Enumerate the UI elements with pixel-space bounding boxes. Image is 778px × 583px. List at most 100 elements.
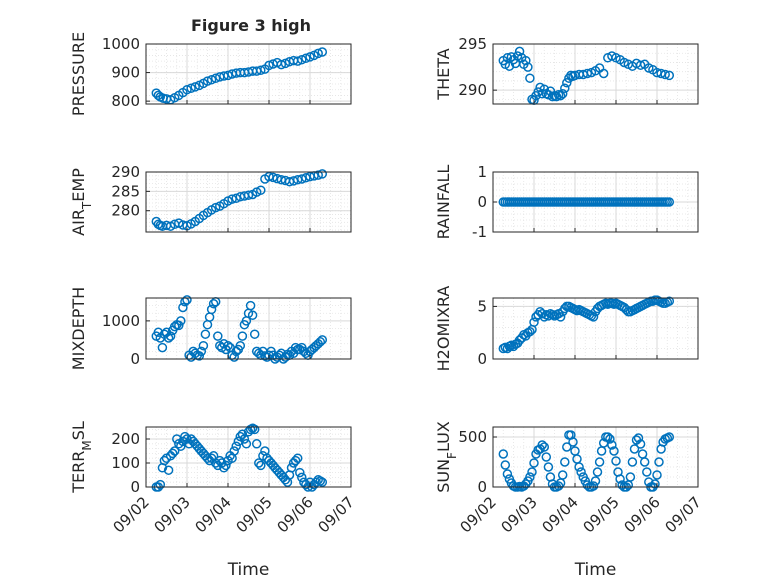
data-point [506,52,517,62]
data-point [521,55,531,66]
data-point [198,340,209,351]
axes-box [145,43,352,105]
data-point [167,448,178,459]
y-tick-label: -1 [472,223,487,241]
data-point [219,463,229,473]
data-point [182,84,192,95]
y-tick-label: 5 [477,297,487,315]
data-point [200,329,211,339]
data-point [256,460,266,471]
data-point [155,479,166,490]
data-point [611,456,621,466]
data-point [317,169,328,179]
y-axis-label: THETA [434,48,453,100]
data-point [186,83,196,94]
data-point [527,467,537,477]
data-point [568,437,578,447]
y-axis-label: PRESSURE [69,32,88,116]
data-point [180,431,190,442]
data-point [654,457,664,467]
data-point [650,479,660,489]
data-point [317,477,328,487]
data-point [625,472,636,482]
x-tick-label: 09/03 [498,493,541,536]
data-point [213,331,223,341]
x-tick-label: 09/02 [110,493,153,536]
data-point [598,68,609,79]
data-point [525,326,535,337]
data-point [254,458,264,468]
data-point [163,333,174,343]
data-point [594,457,605,467]
data-point [231,193,241,204]
data-point [555,312,566,322]
data-point [239,434,250,444]
x-tick-label: 09/03 [151,493,194,536]
data-point [635,60,646,70]
data-point [639,457,650,467]
data-point [557,470,568,480]
y-tick-label: 1000 [102,312,140,330]
data-point [311,477,321,487]
data-point [182,295,192,305]
data-point [562,78,572,88]
data-point [202,453,213,463]
data-point [313,48,323,59]
data-point [229,446,239,456]
data-point [190,82,200,92]
data-point [202,76,213,86]
data-point [243,190,254,200]
data-point [664,296,675,306]
y-tick-label: 500 [458,428,487,446]
data-point [237,429,248,439]
axes-box [492,43,699,105]
data-point [227,194,237,204]
axes-box [145,171,352,233]
data-point [221,460,231,471]
data-point [560,83,570,94]
data-point [590,476,601,486]
data-point [174,320,184,331]
data-point [247,310,258,320]
y-tick-label: 900 [111,64,140,82]
figure-title: Figure 3 high [191,16,311,35]
y-tick-label: 0 [130,350,140,368]
data-point [562,442,572,452]
data-point [176,441,186,451]
data-point [313,170,323,180]
data-point [537,89,547,99]
y-tick-label: 0 [477,478,487,496]
data-point [290,455,301,466]
data-point [609,446,619,456]
data-point [210,202,221,213]
data-point [615,474,625,484]
data-point [176,316,186,326]
axes-box [492,297,699,360]
x-axis-label: Time [574,560,617,580]
data-point [652,470,662,480]
data-point [245,300,256,311]
x-tick-label: 09/07 [315,493,358,536]
data-point [182,434,192,444]
y-tick-label: 800 [111,92,140,110]
data-point [605,434,615,444]
data-point [297,54,307,65]
y-tick-label: 290 [111,163,140,181]
data-point [194,351,205,361]
y-tick-label: 100 [111,454,140,472]
data-point [502,53,513,63]
subplot-rainfall: -1 0 1 RAINFALL [434,163,699,241]
x-tick-label: 09/05 [580,493,623,536]
data-point [557,89,568,99]
data-point [292,453,303,463]
data-point [498,449,509,459]
y-axis-label: AIRTEMP [69,168,94,236]
data-point [642,467,652,477]
y-axis-label: H2OMIXRA [434,286,453,372]
data-point [502,469,513,479]
y-tick-label: 0 [130,478,140,496]
x-tick-label: 09/04 [539,493,582,536]
data-point [276,59,287,70]
